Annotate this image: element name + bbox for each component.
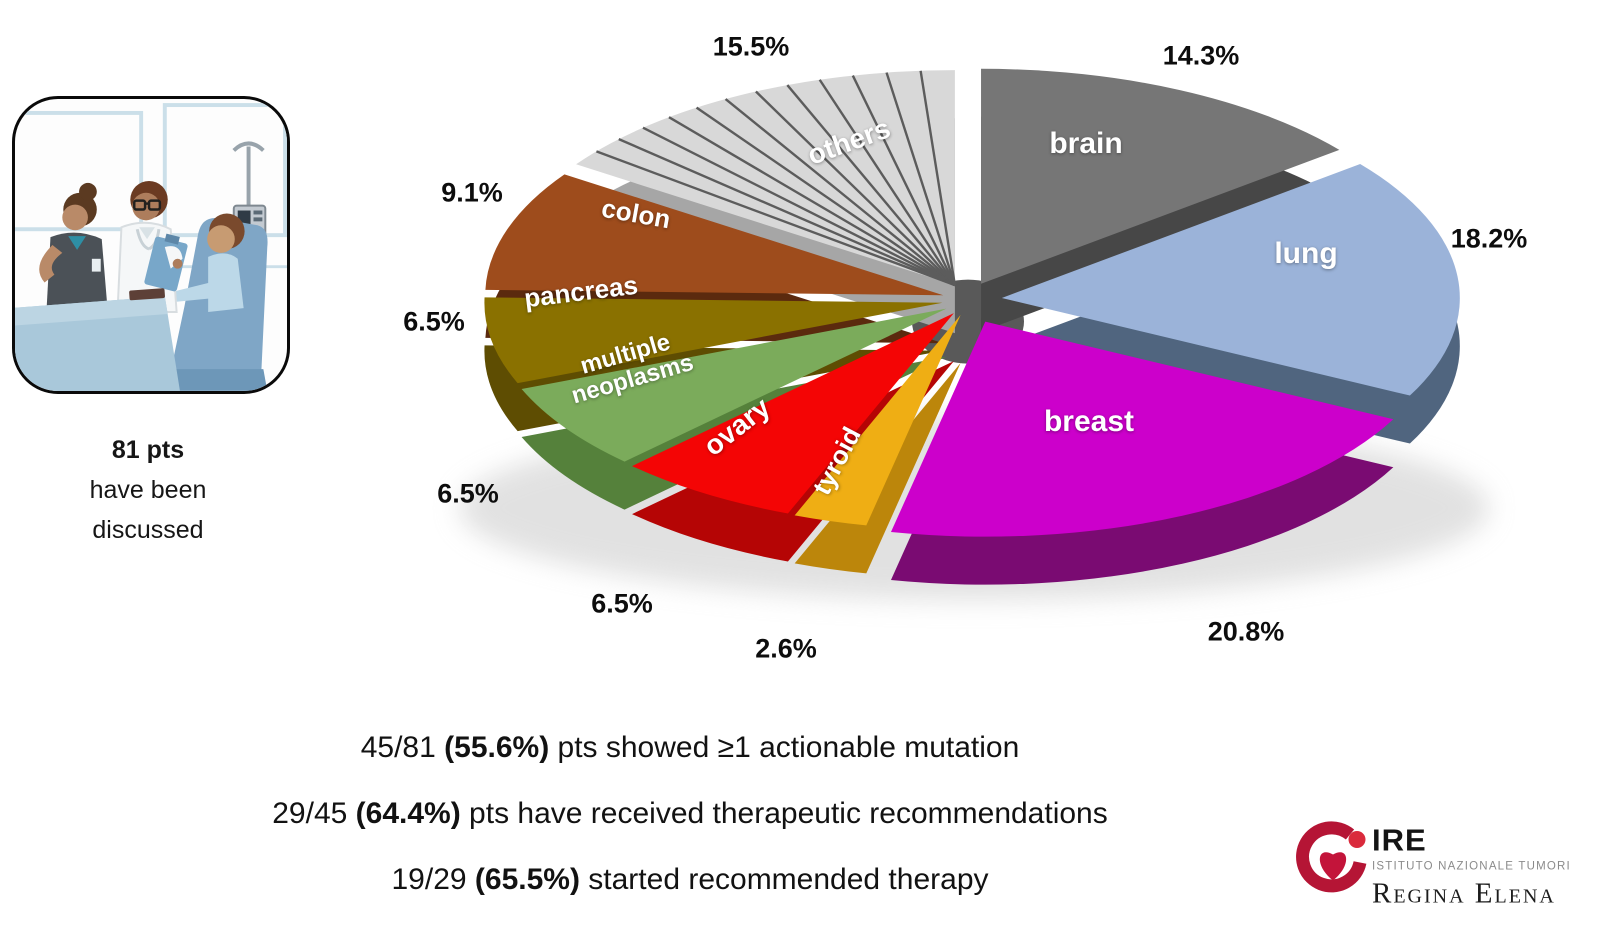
pie-hatch-line (695, 106, 956, 287)
doctor-hand (172, 258, 183, 269)
pie-hatch-line (786, 84, 956, 286)
pie-hatch-line (668, 116, 956, 287)
pie-slice-pancreas (484, 297, 943, 384)
pie-pct-others: 15.5% (712, 31, 790, 62)
patient-arm (170, 282, 213, 303)
doctor-glasses (133, 199, 147, 211)
summary-stats: 45/81 (55.6%) pts showed ≥1 actionable m… (140, 730, 1240, 928)
doctor-glasses (147, 199, 162, 211)
nurse-arm (39, 245, 63, 283)
clinic-illustration (12, 96, 290, 394)
pie-pct-colon: 9.1% (441, 177, 503, 208)
pie-slice-tyroid (794, 314, 961, 526)
pie-label-lung: lung (1274, 237, 1338, 270)
desk-top (15, 296, 168, 326)
patient-face (207, 225, 235, 253)
pie-pct-ovary: 6.5% (591, 588, 653, 619)
pie-label-breast: breast (1043, 405, 1135, 438)
pie-pct-multiple-neoplasms: 6.5% (437, 478, 499, 509)
nurse-collar (68, 236, 86, 250)
logo-regina-elena: Regina Elena (1372, 878, 1556, 910)
pie-pct-brain: 14.3% (1162, 40, 1240, 71)
pie-pct-tyroid: 2.6% (755, 633, 817, 664)
pie-hatch-line (818, 79, 956, 286)
pie-label-brain: brain (1049, 127, 1123, 160)
window-pane (15, 110, 144, 232)
logo-heart-icon (1319, 852, 1347, 881)
stat-line-therapeutic-recommendations: 29/45 (64.4%) pts have received therapeu… (272, 797, 1108, 830)
caption-line: have been (89, 476, 207, 504)
pie-slice-colon (485, 174, 944, 296)
pie-hatch-line (885, 72, 957, 286)
pie-slice-lung (1001, 164, 1460, 396)
chair-base (168, 369, 268, 391)
pump-keys (253, 217, 263, 222)
nurse-scrubs (46, 232, 108, 311)
doctor-arm (164, 246, 183, 269)
ire-regina-elena-logo: IRE ISTITUTO NAZIONALE TUMORI Regina Ele… (1288, 810, 1600, 915)
pie-hatch-line (851, 75, 956, 286)
doctor-shirt (139, 227, 155, 240)
pie-slice-brain (981, 68, 1340, 284)
patient-gown (208, 253, 244, 313)
pie-pct-breast: 20.8% (1207, 616, 1285, 647)
caption-line: discussed (92, 516, 204, 544)
logo-acronym: IRE (1372, 823, 1427, 858)
nurse-badge (91, 258, 101, 272)
logo-ring (1296, 821, 1367, 893)
clinic-illustration-drawing (15, 103, 287, 391)
logo-dot (1348, 831, 1366, 848)
pie-slice-multiple-neoplasms (521, 308, 947, 462)
patients-caption: 81 pts have been discussed (0, 430, 296, 550)
pie-slice-others (576, 70, 955, 286)
pie-hatch-line (596, 150, 956, 287)
nurse-hair-bun (79, 182, 97, 201)
pie-hatch-line (919, 70, 957, 286)
patients-count: 81 pts (111, 436, 185, 464)
pie-hatch-line (755, 90, 956, 287)
desk-object (129, 288, 165, 301)
stat-line-actionable-mutation: 45/81 (55.6%) pts showed ≥1 actionable m… (360, 731, 1020, 764)
pie-hatch-line (642, 126, 956, 287)
pie-pct-lung: 18.2% (1450, 223, 1528, 254)
stat-line-started-therapy: 19/29 (65.5%) started recommended therap… (391, 863, 989, 896)
pie-slice-breast (890, 321, 1394, 537)
pump-keys (253, 210, 263, 215)
logo-institute-name: ISTITUTO NAZIONALE TUMORI (1372, 861, 1571, 873)
iv-pole-hook (232, 141, 265, 152)
pie-hatch-line (724, 98, 956, 287)
pie-hatch-line (618, 138, 956, 287)
pie-pct-pancreas: 6.5% (403, 306, 465, 337)
pie-slice-ovary (632, 313, 954, 514)
nurse-face (62, 204, 88, 231)
